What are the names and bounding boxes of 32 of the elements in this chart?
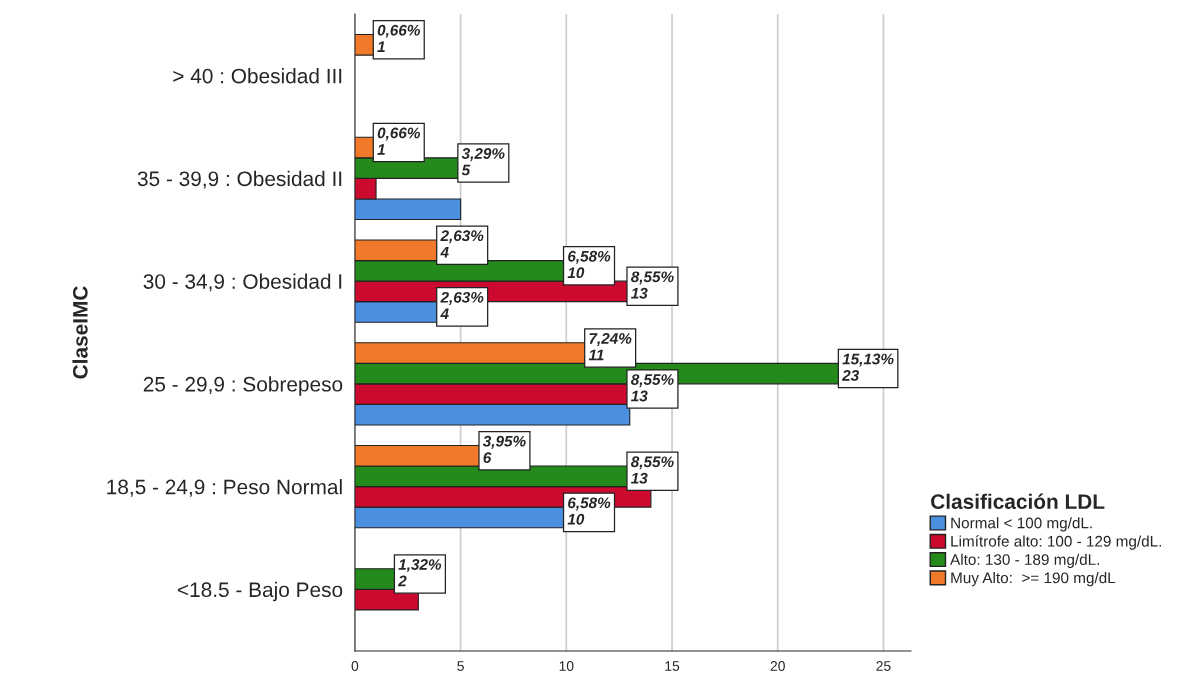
data-label: 15,13% 23 [841, 353, 894, 381]
data-label: 0,66% 1 [377, 24, 420, 52]
x-tick-label: 25 [876, 661, 891, 671]
data-label: 6,58% 10 [567, 250, 611, 279]
data-label: 3,95% 6 [482, 435, 526, 464]
data-label: 3,29% 5 [461, 148, 505, 176]
data-label: 8,55% 13 [630, 271, 674, 299]
data-label: 2,63% 4 [440, 291, 484, 320]
x-tick-label: 10 [559, 661, 574, 671]
x-tick-label: 15 [665, 661, 680, 671]
data-label: 7,24% 11 [588, 333, 632, 361]
data-label: 1,32% 2 [398, 559, 442, 587]
x-tick-label: 20 [770, 661, 785, 671]
data-label: 8,55% 13 [630, 374, 674, 402]
y-tick-label: <18.5 - Bajo Peso [177, 581, 343, 602]
y-tick-label: > 40 : Obesidad III [173, 68, 342, 84]
y-axis-title: ClaseIMC [72, 286, 88, 379]
data-label: 8,55% 13 [630, 456, 674, 484]
legend-title: Clasificación LDL [931, 493, 1105, 509]
legend-label: Normal < 100 mg/dL. [951, 517, 1092, 532]
y-tick-label: 18,5 - 24,9 : Peso Normal [107, 479, 342, 497]
y-tick-label: 25 - 29,9 : Sobrepeso [143, 376, 343, 396]
data-label: 2,63% 4 [440, 230, 484, 258]
x-tick-label: 0 [351, 661, 359, 671]
legend-label: Muy Alto: >= 190 mg/dL [951, 572, 1116, 587]
x-tick-label: 5 [457, 661, 464, 671]
data-label: 0,66% 1 [377, 127, 420, 155]
legend-label: Alto: 130 - 189 mg/dL. [950, 553, 1100, 568]
y-tick-label: 30 - 34,9 : Obesidad I [143, 273, 342, 292]
y-tick-label: 35 - 39,9 : Obesidad II [137, 170, 342, 189]
legend-label: Limítrofe alto: 100 - 129 mg/dL. [951, 535, 1161, 550]
data-label: 6,58% 10 [567, 497, 611, 525]
